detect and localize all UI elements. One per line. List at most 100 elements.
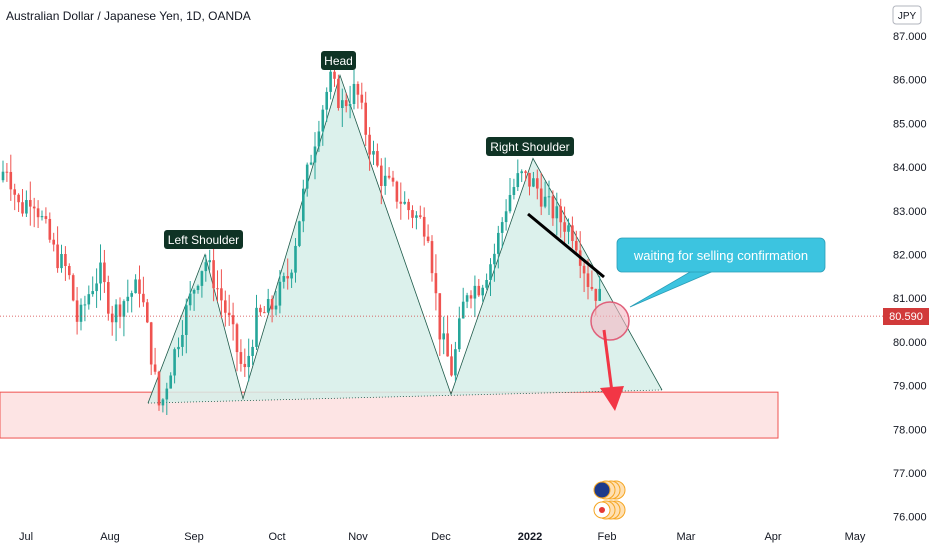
candle-body (83, 304, 87, 306)
candle-body (434, 273, 438, 294)
candle-body (48, 218, 52, 240)
candle-body (118, 304, 122, 317)
candle-body (21, 202, 24, 214)
y-tick-label: 79.000 (893, 381, 927, 393)
callout-text: waiting for selling confirmation (633, 248, 808, 263)
candle-body (430, 241, 434, 274)
candle-body (1, 171, 5, 181)
candle-body (270, 299, 274, 310)
candle-body (352, 83, 356, 104)
head-shoulders-pattern-outline (147, 74, 663, 404)
candle-body (114, 304, 118, 323)
candle-body (575, 240, 578, 251)
event-icons[interactable] (593, 480, 626, 520)
candle-body (383, 175, 387, 186)
y-tick-label: 82.000 (893, 250, 927, 262)
candle-body (103, 262, 106, 283)
candle-body (454, 349, 457, 376)
candle-body (539, 188, 543, 207)
candle-body (477, 285, 481, 296)
candle-body (426, 236, 430, 242)
candle-body (481, 287, 484, 296)
candle-body (216, 288, 219, 290)
candle-body (368, 134, 371, 155)
candle-body (559, 206, 562, 223)
candle-body (235, 324, 239, 353)
candle-body (567, 225, 570, 232)
candle-body (485, 279, 488, 288)
candle-body (411, 210, 414, 218)
head-shoulders-pattern-fill (148, 75, 662, 404)
candle-body (528, 172, 531, 187)
candle-body (99, 262, 102, 284)
candle-body (356, 83, 360, 95)
last-price-tag: 80.590 (883, 308, 929, 325)
candle-body (138, 279, 141, 294)
candle-body (598, 288, 601, 301)
candle-body (126, 296, 130, 302)
candle-body (247, 355, 250, 368)
x-tick-label: Apr (764, 531, 781, 543)
x-tick-label: Oct (268, 531, 285, 543)
y-tick-label: 85.000 (893, 118, 927, 130)
candle-body (493, 253, 496, 265)
candle-body (407, 201, 410, 211)
candle-body (512, 187, 516, 195)
candle-body (17, 194, 20, 203)
candle-body (227, 312, 231, 316)
candle-body (188, 293, 192, 306)
svg-text:80.590: 80.590 (889, 311, 923, 323)
candle-body (372, 151, 375, 155)
candle-body (153, 364, 157, 372)
candle-body (520, 171, 523, 174)
candle-body (282, 276, 286, 282)
candle-body (391, 177, 395, 182)
candle-body (419, 215, 422, 217)
candle-body (360, 94, 364, 103)
candle-body (508, 194, 512, 212)
candle-body (79, 304, 83, 322)
x-tick-label: Aug (100, 531, 120, 543)
candle-body (142, 293, 145, 303)
candle-body (387, 175, 391, 178)
candle-body (516, 173, 520, 188)
svg-text:Head: Head (324, 54, 353, 68)
candle-body (68, 266, 71, 276)
candle-body (290, 272, 293, 279)
currency-badge[interactable]: JPY (892, 5, 922, 25)
candle-body (489, 264, 492, 280)
candle-body (32, 206, 36, 209)
candle-body (547, 196, 551, 198)
x-tick-label: Nov (348, 531, 368, 543)
candle-body (403, 201, 406, 204)
candle-body (313, 146, 317, 163)
candle-body (555, 206, 559, 219)
candle-body (376, 151, 379, 166)
candle-body (422, 216, 426, 237)
candle-body (255, 307, 258, 347)
candle-body (543, 196, 547, 207)
candle-body (286, 276, 289, 279)
candle-body (536, 178, 539, 189)
down-arrow-shaft (602, 329, 614, 393)
candle-body (458, 318, 461, 350)
candle-body (169, 375, 172, 389)
candle-body (181, 334, 184, 347)
x-axis[interactable]: Jul Aug Sep Oct Nov Dec 2022 Feb Mar Apr May (19, 531, 866, 543)
candle-body (465, 295, 469, 302)
candle-body (551, 196, 555, 219)
y-tick-label: 87.000 (893, 31, 927, 43)
candle-body (364, 102, 367, 135)
candle-body (122, 301, 126, 317)
candle-body (64, 254, 67, 267)
candle-body (25, 200, 28, 214)
candle-body (305, 164, 309, 189)
x-tick-label: Dec (431, 531, 451, 543)
candle-body (415, 215, 418, 218)
left-shoulder-tag: Left Shoulder (164, 230, 243, 249)
candle-body (212, 260, 215, 289)
candle-body (13, 189, 16, 195)
candle-body (469, 295, 473, 299)
x-tick-label: Jul (19, 531, 33, 543)
y-axis[interactable]: 87.000 86.000 85.000 84.000 83.000 82.000 81.0… (893, 31, 927, 524)
